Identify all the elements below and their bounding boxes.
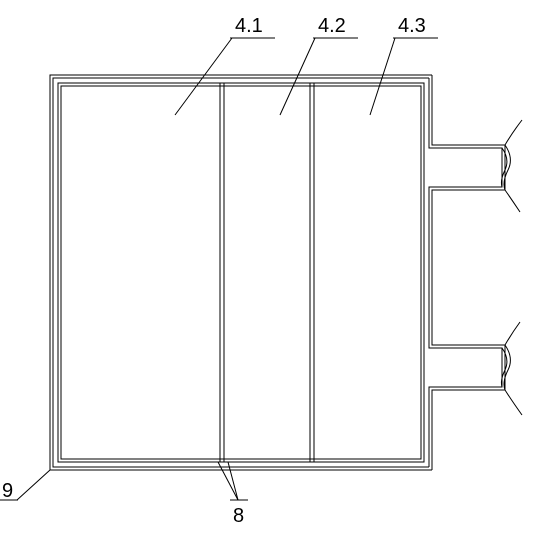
leader-9: [17, 470, 50, 500]
label-8: 8: [233, 505, 244, 527]
outer-frame-inner-line: [53, 78, 429, 467]
leader-8a: [218, 462, 238, 500]
inner-frame: [58, 83, 424, 462]
label-4-1: 4.1: [235, 15, 263, 37]
label-4-3: 4.3: [398, 15, 426, 37]
outer-frame: [50, 75, 432, 470]
leader-4-3: [370, 38, 395, 115]
technical-diagram: 4.1 4.2 4.3 9 8: [0, 0, 539, 535]
label-4-2: 4.2: [318, 15, 346, 37]
leader-8b: [228, 462, 238, 500]
inner-frame-2: [61, 86, 421, 459]
leader-4-1: [175, 38, 232, 115]
label-9: 9: [2, 480, 13, 502]
